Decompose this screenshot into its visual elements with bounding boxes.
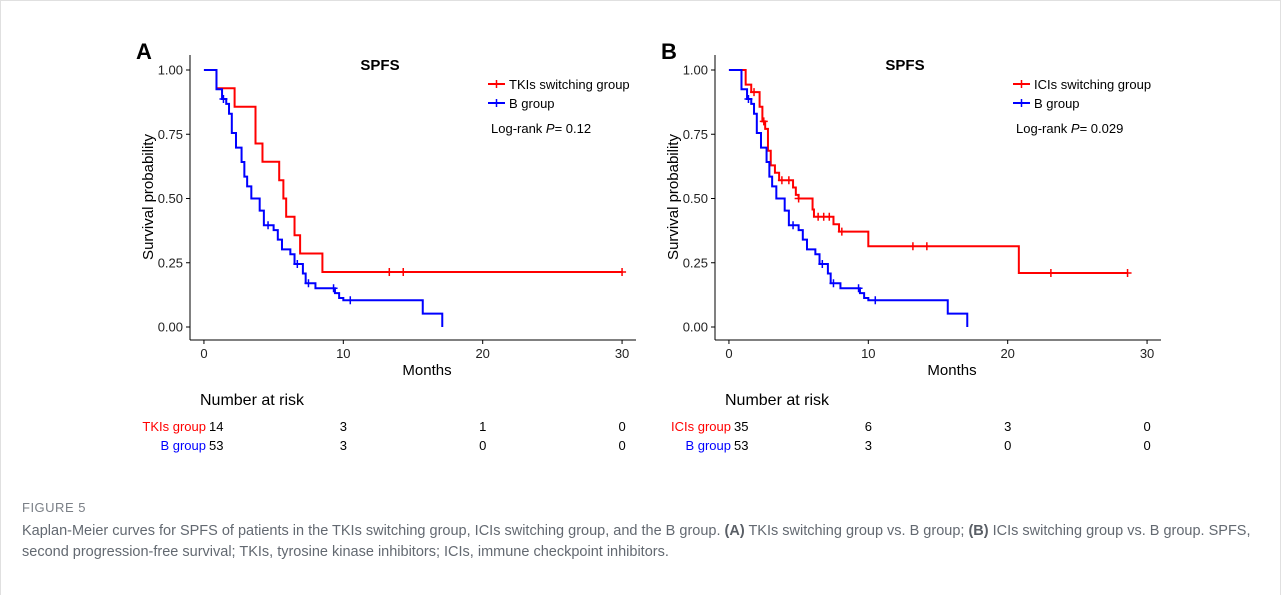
risk-count: 53 (209, 438, 223, 453)
survival-curve-b-group (728, 69, 969, 327)
risk-count: 0 (618, 438, 625, 453)
x-tick-label: 30 (615, 346, 629, 361)
legend-label: B group (509, 96, 555, 111)
p-symbol: P (1071, 121, 1080, 136)
censor-mark (1046, 269, 1055, 278)
censor-mark (399, 268, 408, 277)
legend-label: ICIs switching group (1034, 77, 1151, 92)
survival-curve-switching (203, 69, 623, 274)
legend-label: TKIs switching group (509, 77, 630, 92)
risk-count: 1 (479, 419, 486, 434)
censor-mark (293, 260, 302, 269)
log-rank-annotation: Log-rank P= 0.12 (491, 121, 591, 136)
censor-mark (264, 221, 273, 230)
censor-mark (744, 95, 753, 104)
survival-curve-b-group (203, 69, 444, 327)
censor-mark (818, 260, 827, 269)
figure-caption: FIGURE 5 Kaplan-Meier curves for SPFS of… (22, 500, 1262, 563)
censor-mark (346, 296, 355, 305)
censor-mark (329, 284, 338, 293)
x-tick-label: 20 (475, 346, 489, 361)
y-tick-label: 0.75 (683, 127, 708, 142)
x-axis-label: Months (402, 362, 451, 379)
y-tick-label: 0.00 (158, 320, 183, 335)
censor-mark (854, 284, 863, 293)
y-tick-label: 0.50 (158, 191, 183, 206)
y-tick-label: 0.75 (158, 127, 183, 142)
censor-mark (759, 117, 768, 126)
censor-mark (871, 296, 880, 305)
risk-table-title: Number at risk (200, 392, 305, 409)
censor-mark (750, 88, 759, 97)
caption-text: Kaplan-Meier curves for SPFS of patients… (22, 521, 1262, 563)
log-rank-annotation: Log-rank P= 0.029 (1016, 121, 1123, 136)
y-axis-label: Survival probability (140, 134, 157, 260)
risk-count: 3 (340, 438, 347, 453)
panel-b: B SPFS 0.00 0.25 0.50 0.75 1.00 0 10 20 30 Months Su… (645, 0, 1165, 500)
y-tick-label: 1.00 (683, 63, 708, 78)
risk-count: 0 (1143, 419, 1150, 434)
x-axis-label: Months (927, 362, 976, 379)
risk-count: 6 (865, 419, 872, 434)
risk-row-label: B group (685, 438, 731, 453)
risk-count: 35 (734, 419, 748, 434)
censor-mark (784, 176, 793, 185)
risk-count: 3 (1004, 419, 1011, 434)
risk-count: 14 (209, 419, 223, 434)
censor-mark (304, 279, 313, 288)
caption-intro: Kaplan-Meier curves for SPFS of patients… (22, 523, 725, 539)
y-tick-label: 0.50 (683, 191, 708, 206)
panel-a: A SPFS 0.00 0.25 0.50 0.75 1.00 0 10 20 30 Months Su… (120, 0, 640, 500)
figure-label: FIGURE 5 (22, 500, 86, 515)
x-tick-label: 20 (1000, 346, 1014, 361)
risk-count: 3 (865, 438, 872, 453)
censor-mark (922, 242, 931, 251)
caption-b-text: ICIs switching group vs. B group. SPFS, … (22, 523, 1251, 560)
censor-mark (825, 212, 834, 221)
chart-title: SPFS (360, 57, 399, 74)
censor-mark (789, 221, 798, 230)
censor-mark (618, 268, 627, 277)
panel-letter: A (136, 39, 152, 64)
x-tick-label: 0 (725, 346, 732, 361)
censor-mark (794, 194, 803, 203)
censor-mark (1123, 269, 1132, 278)
caption-b-tag: (B) (968, 523, 989, 539)
x-tick-label: 10 (861, 346, 875, 361)
legend-label: B group (1034, 96, 1080, 111)
chart-title: SPFS (885, 57, 924, 74)
y-tick-label: 1.00 (158, 63, 183, 78)
x-tick-label: 30 (1140, 346, 1154, 361)
censor-mark (219, 95, 228, 104)
censor-mark (829, 279, 838, 288)
y-tick-label: 0.00 (683, 320, 708, 335)
risk-count: 0 (618, 419, 625, 434)
risk-count: 0 (479, 438, 486, 453)
x-tick-label: 10 (336, 346, 350, 361)
risk-table-title: Number at risk (725, 392, 830, 409)
censor-mark (908, 242, 917, 251)
risk-count: 53 (734, 438, 748, 453)
panel-letter: B (661, 39, 677, 64)
x-tick-label: 0 (200, 346, 207, 361)
censor-mark (777, 176, 786, 185)
risk-row-label: ICIs group (671, 419, 731, 434)
caption-a-text: TKIs switching group vs. B group; (744, 523, 969, 539)
y-tick-label: 0.25 (683, 255, 708, 270)
y-tick-label: 0.25 (158, 255, 183, 270)
risk-count: 3 (340, 419, 347, 434)
censor-mark (837, 227, 846, 236)
risk-row-label: B group (160, 438, 206, 453)
risk-count: 0 (1004, 438, 1011, 453)
y-axis-label: Survival probability (665, 134, 682, 260)
risk-row-label: TKIs group (142, 419, 206, 434)
censor-mark (385, 268, 394, 277)
risk-count: 0 (1143, 438, 1150, 453)
caption-a-tag: (A) (724, 523, 745, 539)
p-symbol: P (546, 121, 555, 136)
